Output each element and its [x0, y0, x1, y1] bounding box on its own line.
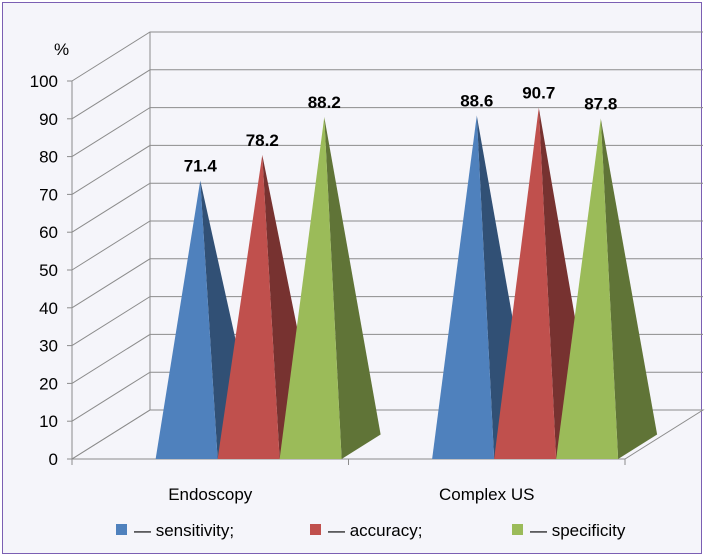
data-label: 87.8 [584, 95, 617, 114]
data-label: 90.7 [522, 84, 555, 103]
y-tick-label: 50 [39, 261, 58, 280]
y-tick-label: 80 [39, 148, 58, 167]
pyramid-1-2 [556, 118, 619, 459]
y-tick-label: 90 [39, 110, 58, 129]
axes: 0 10 20 30 40 50 60 70 80 90 100% Endoscopy Complex … [30, 40, 626, 504]
data-labels: 71.4 78.2 88.2 88.6 90.7 87.8 [184, 84, 618, 176]
pyramid-side [324, 117, 381, 460]
data-label: 78.2 [246, 131, 279, 150]
y-tick-label: 70 [39, 185, 58, 204]
legend-entry: — sensitivity; [134, 521, 234, 540]
legend-swatch [310, 524, 321, 535]
y-tick-label: 30 [39, 337, 58, 356]
category-label: Endoscopy [168, 485, 253, 504]
legend-entry: — specificity [530, 521, 626, 540]
gridlines [71, 31, 703, 460]
data-label: 88.2 [308, 93, 341, 112]
legend-entry: — accuracy; [328, 521, 422, 540]
y-tick-label: 20 [39, 374, 58, 393]
pyramid-1-1 [494, 107, 557, 459]
gridline [71, 31, 703, 82]
y-unit-label: % [54, 40, 69, 59]
data-label: 71.4 [184, 157, 218, 176]
gridline [71, 107, 703, 158]
y-tick-label: 10 [39, 412, 58, 431]
pyramid-1-0 [432, 115, 495, 459]
y-tick-label: 0 [49, 450, 58, 469]
category-label: Complex US [439, 485, 534, 504]
pyramid-0-1 [217, 154, 280, 460]
legend-swatch [116, 524, 127, 535]
data-label: 88.6 [460, 92, 493, 111]
legend: — sensitivity; — accuracy; — specificity [116, 521, 626, 540]
pyramid-0-2 [279, 117, 342, 460]
legend-swatch [512, 524, 523, 535]
y-tick-label: 100 [30, 72, 58, 91]
pyramid-0-0 [155, 180, 218, 459]
y-tick-label: 60 [39, 223, 58, 242]
bars [155, 107, 658, 460]
y-tick-label: 40 [39, 299, 58, 318]
pyramid-side [600, 118, 658, 459]
